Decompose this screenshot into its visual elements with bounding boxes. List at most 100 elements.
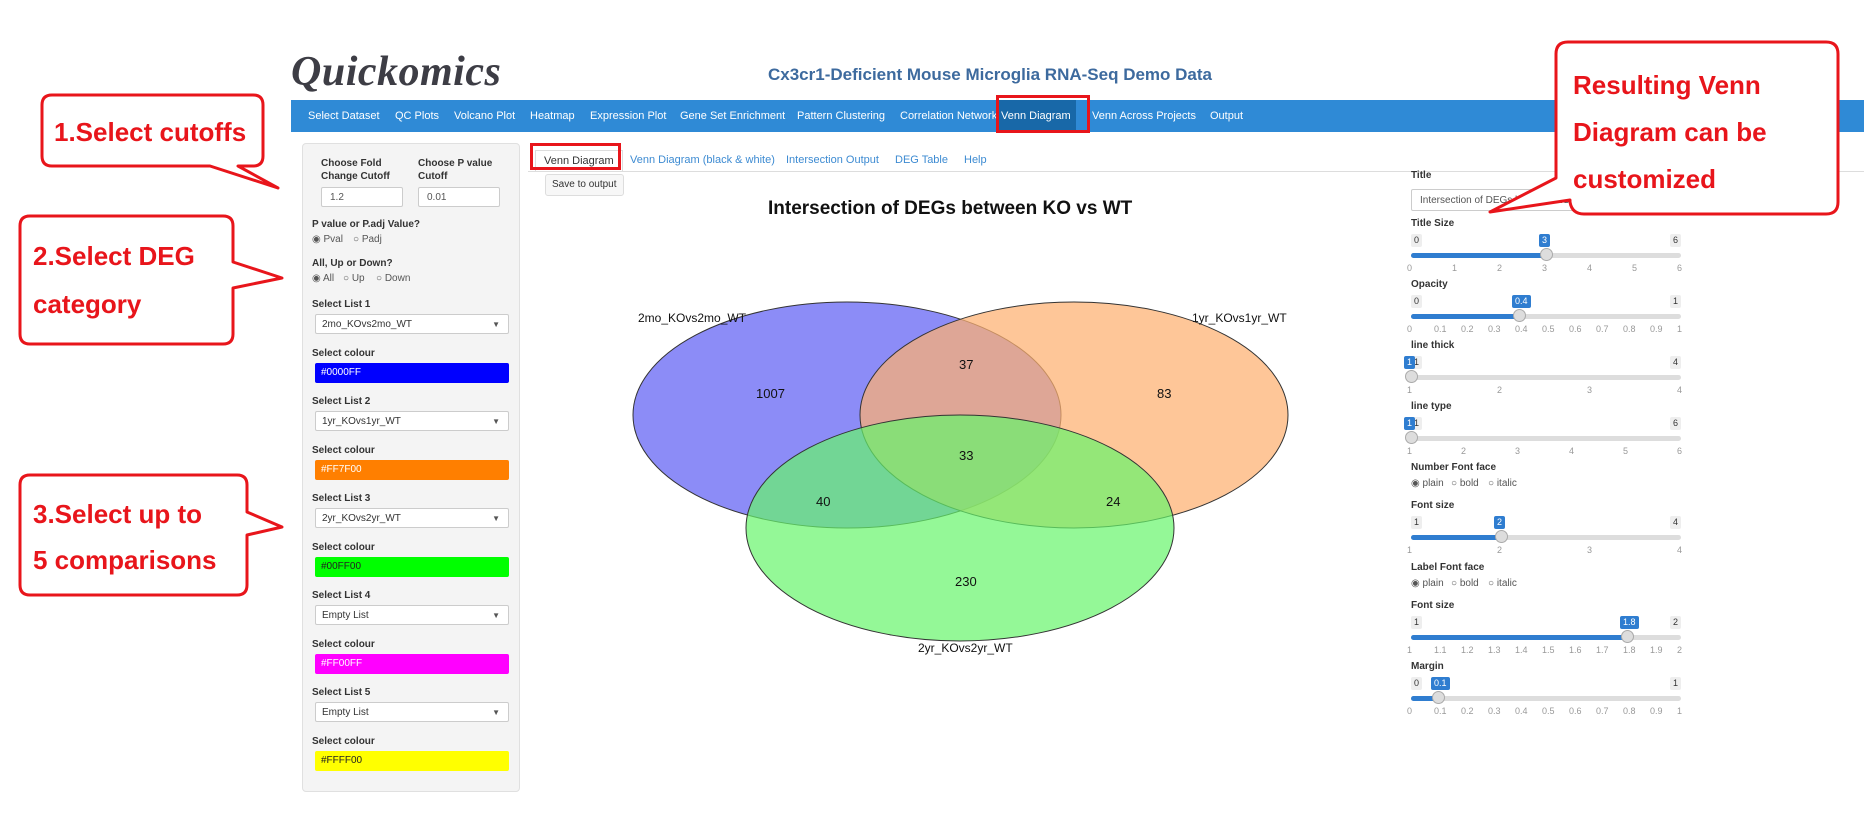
opacity-slider[interactable]: 0 1 0.4 0 0.1 0.2 0.3 0.4 0.5 0.6 0.7 0.8 0.9 1 <box>1407 293 1683 334</box>
tab-intersection-output[interactable]: Intersection Output <box>786 154 879 166</box>
list2-select[interactable]: 1yr_KOvs1yr_WT ▼ <box>315 411 509 431</box>
slider-fill <box>1411 635 1627 640</box>
nav-qc-plots[interactable]: QC Plots <box>395 110 440 122</box>
tab-help[interactable]: Help <box>964 154 987 166</box>
slider-tick-label: 0.5 <box>1542 324 1555 334</box>
callout-step3-shape <box>18 473 284 597</box>
number-face-italic[interactable]: ○ italic <box>1488 478 1517 489</box>
slider-tick-label: 1 <box>1677 324 1683 334</box>
slider-tick-label: 0.1 <box>1434 706 1447 716</box>
list4-select[interactable]: Empty List ▼ <box>315 605 509 625</box>
slider-tick-label: 0.2 <box>1461 324 1474 334</box>
slider-handle[interactable] <box>1621 630 1634 643</box>
title-size-label: Title Size <box>1411 218 1455 229</box>
colour5-label: Select colour <box>312 736 375 747</box>
slider-handle[interactable] <box>1405 431 1418 444</box>
nav-expression-plot[interactable]: Expression Plot <box>590 110 667 122</box>
label-face-italic[interactable]: ○ italic <box>1488 578 1517 589</box>
line-type-label: line type <box>1411 401 1452 412</box>
highlight-tab-venn <box>530 143 621 170</box>
direction-radio-down[interactable]: ○ Down <box>376 273 411 284</box>
nav-pattern-clustering[interactable]: Pattern Clustering <box>797 110 886 122</box>
venn-label-1yr: 1yr_KOvs1yr_WT <box>1192 311 1287 325</box>
nav-output[interactable]: Output <box>1210 110 1244 122</box>
slider-handle[interactable] <box>1540 248 1553 261</box>
number-size-slider[interactable]: 1 4 2 1 2 3 4 <box>1407 514 1682 555</box>
nav-volcano-plot[interactable]: Volcano Plot <box>454 110 516 122</box>
nav-venn-across-projects[interactable]: Venn Across Projects <box>1092 110 1196 122</box>
italic-option-label: italic <box>1496 578 1517 589</box>
tab-deg-table[interactable]: DEG Table <box>895 154 948 166</box>
slider-fill <box>1411 535 1501 540</box>
italic-option-label: italic <box>1496 478 1517 489</box>
slider-tick-label: 0 <box>1407 324 1413 334</box>
nav-select-dataset[interactable]: Select Dataset <box>308 110 380 122</box>
list3-value: 2yr_KOvs2yr_WT <box>322 513 401 524</box>
list4-value: Empty List <box>322 610 369 621</box>
pval-option-label: Pval <box>323 234 343 245</box>
fold-change-input[interactable]: 1.2 <box>321 187 403 207</box>
tab-venn-diagram[interactable]: Venn Diagram <box>535 150 623 171</box>
slider-current-value: 3 <box>1539 234 1551 247</box>
margin-slider[interactable]: 0 1 0.1 0 0.1 0.2 0.3 0.4 0.5 0.6 0.7 0.8 0.9 1 <box>1407 675 1682 716</box>
direction-radio-up[interactable]: ○ Up <box>343 273 365 284</box>
slider-tick-label: 6 <box>1677 263 1683 273</box>
colour4-input[interactable]: #FF00FF <box>315 654 509 674</box>
pval-type-radio-pval[interactable]: ◉ Pval <box>312 234 343 245</box>
pval-type-radio-padj[interactable]: ○ Padj <box>353 234 382 245</box>
slider-max-value: 4 <box>1669 516 1681 529</box>
colour5-input[interactable]: #FFFF00 <box>315 751 509 771</box>
app-title: Cx3cr1-Deficient Mouse Microglia RNA-Seq… <box>768 65 1212 84</box>
label-size-slider[interactable]: 1 2 1.8 1 1.1 1.2 1.3 1.4 1.5 1.6 1.7 1.8 1.9 2 <box>1407 614 1682 655</box>
tab-venn-bw[interactable]: Venn Diagram (black & white) <box>630 154 775 166</box>
slider-tick-label: 0 <box>1407 263 1413 273</box>
slider-handle[interactable] <box>1432 691 1445 704</box>
nav-venn-diagram[interactable]: Venn Diagram <box>996 100 1076 132</box>
slider-tick-label: 0.7 <box>1596 706 1609 716</box>
colour2-input[interactable]: #FF7F00 <box>315 460 509 480</box>
label-face-bold[interactable]: ○ bold <box>1451 578 1479 589</box>
slider-fill <box>1411 253 1546 258</box>
pvalue-input[interactable]: 0.01 <box>418 187 500 207</box>
nav-correlation-network[interactable]: Correlation Network <box>900 110 998 122</box>
slider-handle[interactable] <box>1495 530 1508 543</box>
list1-select[interactable]: 2mo_KOvs2mo_WT ▼ <box>315 314 509 334</box>
slider-tick-label: 5 <box>1632 263 1638 273</box>
slider-max-value: 2 <box>1669 616 1681 629</box>
chevron-down-icon: ▼ <box>492 417 500 426</box>
colour2-label: Select colour <box>312 445 375 456</box>
list3-select[interactable]: 2yr_KOvs2yr_WT ▼ <box>315 508 509 528</box>
nav-heatmap[interactable]: Heatmap <box>530 110 575 122</box>
nav-gene-set-enrichment[interactable]: Gene Set Enrichment <box>680 110 786 122</box>
list5-select[interactable]: Empty List ▼ <box>315 702 509 722</box>
slider-tick-label: 4 <box>1587 263 1593 273</box>
venn-label-2yr: 2yr_KOvs2yr_WT <box>918 641 1013 655</box>
direction-radio-all[interactable]: ◉ All <box>312 273 335 284</box>
colour1-label: Select colour <box>312 348 375 359</box>
callout-step3-line1: 3.Select up to <box>33 499 203 529</box>
venn-count-only-2yr: 230 <box>955 574 977 589</box>
title-size-slider[interactable]: 0 6 3 0 1 2 3 4 5 6 <box>1407 232 1683 273</box>
app-logo: Quickomics <box>291 49 502 95</box>
colour4-label: Select colour <box>312 639 375 650</box>
slider-handle[interactable] <box>1405 370 1418 383</box>
colour3-input[interactable]: #00FF00 <box>315 557 509 577</box>
number-face-bold[interactable]: ○ bold <box>1451 478 1479 489</box>
number-face-plain[interactable]: ◉ plain <box>1411 478 1444 489</box>
colour1-input[interactable]: #0000FF <box>315 363 509 383</box>
callout-step3-line2: 5 comparisons <box>33 545 217 575</box>
chevron-down-icon: ▼ <box>492 320 500 329</box>
slider-tick-label: 6 <box>1677 446 1683 456</box>
save-to-output-button[interactable]: Save to output <box>545 174 624 196</box>
slider-tick-label: 4 <box>1677 385 1683 395</box>
slider-track <box>1411 535 1681 540</box>
chevron-down-icon: ▼ <box>492 708 500 717</box>
slider-handle[interactable] <box>1513 309 1526 322</box>
label-face-plain[interactable]: ◉ plain <box>1411 578 1444 589</box>
plain-option-label: plain <box>1422 578 1444 589</box>
slider-tick-label: 3 <box>1515 446 1521 456</box>
main-navbar: Select Dataset QC Plots Volcano Plot Hea… <box>291 100 1864 132</box>
plain-option-label: plain <box>1422 478 1444 489</box>
